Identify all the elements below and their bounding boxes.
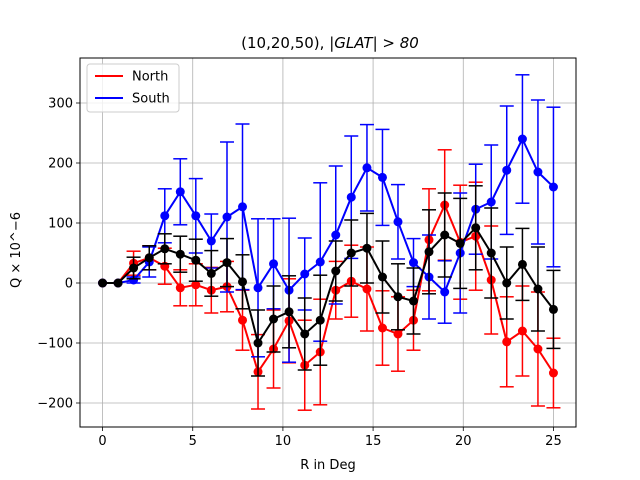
south-point xyxy=(269,259,279,269)
y-tick-label: −200 xyxy=(37,397,73,412)
legend-label: North xyxy=(132,70,168,85)
series-3-point xyxy=(517,259,527,269)
south-point xyxy=(393,217,403,227)
south-point xyxy=(440,287,450,297)
series-3-point xyxy=(129,263,139,273)
series-3-point xyxy=(284,307,294,317)
south-point xyxy=(502,165,512,175)
series-3-point xyxy=(175,249,185,259)
series-3-point xyxy=(269,314,279,324)
series-3-point xyxy=(331,266,341,276)
y-tick-label: 300 xyxy=(48,97,73,112)
south-point xyxy=(238,202,248,212)
series-3-point xyxy=(238,277,248,287)
south-point xyxy=(517,134,527,144)
y-tick-label: 100 xyxy=(48,217,73,232)
tick-layer: 0 5 10 15 20 25 −200 −100 0 100 200 300 xyxy=(37,97,561,450)
series-3-point xyxy=(408,296,418,306)
series-3-point xyxy=(502,278,512,288)
series-3-point xyxy=(160,244,170,254)
y-tick-label: 0 xyxy=(65,277,73,292)
chart-title-prefix: (10,20,50), xyxy=(241,34,329,52)
series-3-point xyxy=(486,248,496,258)
series-3-point xyxy=(98,278,108,288)
y-tick-label: 200 xyxy=(48,157,73,172)
series-3-point xyxy=(424,247,434,257)
series-3-point xyxy=(471,223,481,233)
y-tick-label: −100 xyxy=(37,337,73,352)
south-point xyxy=(346,192,356,202)
series-3-point xyxy=(455,238,465,248)
series-3-point xyxy=(113,278,123,288)
series-3-point xyxy=(533,284,543,294)
series-3-point xyxy=(222,258,232,268)
south-point xyxy=(129,275,139,285)
south-point xyxy=(486,197,496,207)
south-point xyxy=(300,269,310,279)
south-point xyxy=(331,230,341,240)
north-point xyxy=(393,329,403,339)
series-3-point xyxy=(377,272,387,282)
south-point xyxy=(191,211,201,221)
north-point xyxy=(548,368,558,378)
south-point xyxy=(533,167,543,177)
data-layer xyxy=(98,74,561,411)
x-axis-label: R in Deg xyxy=(300,458,355,473)
x-tick-label: 10 xyxy=(275,434,292,449)
legend-label: South xyxy=(132,92,170,107)
chart-title-math: |GLAT| > 80 xyxy=(329,34,419,52)
series-3-series xyxy=(98,185,561,377)
south-point xyxy=(315,257,325,267)
north-point xyxy=(175,283,185,293)
series-3-point xyxy=(253,338,263,348)
south-point xyxy=(253,283,263,293)
series-3-point xyxy=(362,243,372,253)
x-tick-label: 0 xyxy=(98,434,106,449)
south-point xyxy=(160,211,170,221)
x-tick-label: 25 xyxy=(545,434,562,449)
north-point xyxy=(191,280,201,290)
south-point xyxy=(408,258,418,268)
south-point xyxy=(548,182,558,192)
x-tick-label: 5 xyxy=(189,434,197,449)
series-3-point xyxy=(440,230,450,240)
south-point xyxy=(206,236,216,246)
x-tick-label: 15 xyxy=(365,434,382,449)
north-point xyxy=(502,337,512,347)
y-axis-label: Q × 10^−6 xyxy=(9,212,24,288)
grid-layer xyxy=(80,58,576,427)
plot-frame xyxy=(79,57,577,428)
south-point xyxy=(175,187,185,197)
series-3-point xyxy=(191,255,201,265)
series-3-point xyxy=(144,253,154,263)
south-point xyxy=(222,212,232,222)
series-3-point xyxy=(393,292,403,302)
legend: North South xyxy=(86,63,180,113)
north-point xyxy=(377,323,387,333)
north-point xyxy=(517,326,527,336)
series-3-point xyxy=(206,268,216,278)
north-point xyxy=(238,315,248,325)
series-3-point xyxy=(315,315,325,325)
x-tick-label: 20 xyxy=(455,434,472,449)
series-3-point xyxy=(548,304,558,314)
north-point xyxy=(533,344,543,354)
chart-title: (10,20,50), |GLAT| > 80 xyxy=(241,34,419,52)
north-point xyxy=(362,284,372,294)
south-point xyxy=(362,163,372,173)
series-3-point xyxy=(346,248,356,258)
south-point xyxy=(377,172,387,182)
series-3-point xyxy=(300,329,310,339)
